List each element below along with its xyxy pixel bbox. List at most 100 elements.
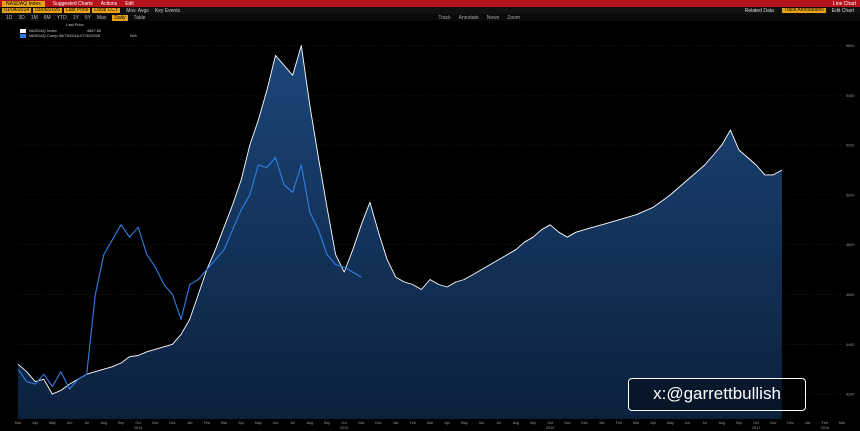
x-tick-label: Nov <box>152 421 159 425</box>
x-tick-label: Nov <box>564 421 571 425</box>
key-events-checkbox[interactable]: Key Events <box>154 7 181 14</box>
toolbar: 01/04/2014 03/06/2026 Last Price Local C… <box>0 7 860 14</box>
x-tick-label: Sep <box>736 421 742 425</box>
related-data-button[interactable]: Related Data <box>744 7 774 14</box>
x-tick-label: Feb <box>204 421 210 425</box>
start-date-field[interactable]: 01/04/2014 <box>2 7 32 13</box>
legend-series-value: 4667.80 <box>86 28 102 33</box>
range-bar: 1D 3D 1M 6M YTD 1Y 5Y Max Daily Table Track Annot… <box>0 14 860 21</box>
ticker-field[interactable]: NASDAQ Index <box>2 0 45 7</box>
legend-entry[interactable]: NASDAQ Comp 06/75/2016-07/31/2026 N/A <box>20 33 137 38</box>
x-tick-label: Sep <box>118 421 124 425</box>
y-tick-label: 5000 <box>846 193 854 197</box>
range-button-max[interactable]: Max <box>96 14 107 21</box>
y-tick-label: 5400 <box>846 94 854 98</box>
x-tick-label: Jun <box>273 421 279 425</box>
x-tick-label: Jul <box>290 421 295 425</box>
track-annotations-select[interactable]: Track Annotations <box>781 7 826 13</box>
x-tick-label: Mar <box>633 421 640 425</box>
actions-menu[interactable]: Actions <box>100 0 118 7</box>
x-tick-label: Nov <box>770 421 777 425</box>
x-year-label: 2014 <box>134 426 142 430</box>
legend-entry[interactable]: NASDAQ Index 4667.80 <box>20 28 137 33</box>
x-tick-label: Aug <box>513 421 519 425</box>
suggested-charts-menu[interactable]: Suggested Charts <box>52 0 93 7</box>
series-line-1[interactable] <box>17 156 362 390</box>
x-tick-label: Jan <box>599 421 605 425</box>
x-tick-label: Apr <box>32 421 38 425</box>
x-tick-label: May <box>667 421 674 425</box>
legend-series-name: NASDAQ Comp 06/75/2016-07/31/2026 <box>29 33 101 38</box>
title-bar: NASDAQ Index Suggested Charts Actions Ed… <box>0 0 860 7</box>
tab-news[interactable]: News <box>486 14 500 21</box>
x-tick-label: Feb <box>616 421 622 425</box>
legend-swatch <box>20 33 26 38</box>
legend: Last Price NASDAQ Index 4667.80 NASDAQ C… <box>20 22 137 38</box>
x-tick-label: Oct <box>547 421 553 425</box>
mov-avgs-checkbox[interactable]: Mov. Avgs <box>126 7 149 14</box>
range-button-1y[interactable]: 1Y <box>72 14 79 21</box>
x-tick-label: Dec <box>375 421 382 425</box>
range-button-1d[interactable]: 1D <box>6 14 13 21</box>
range-buttons: 1D 3D 1M 6M YTD 1Y 5Y Max Daily Table <box>0 14 146 21</box>
range-button-daily[interactable]: Daily <box>112 14 128 21</box>
series-line-0[interactable] <box>17 45 783 395</box>
range-button-5y[interactable]: 5Y <box>84 14 91 21</box>
tab-annotate[interactable]: Annotate <box>458 14 479 21</box>
x-tick-label: Jul <box>496 421 501 425</box>
legend-header: Last Price <box>66 22 84 27</box>
x-tick-label: Jan <box>805 421 811 425</box>
x-tick-label: Aug <box>307 421 313 425</box>
x-tick-label: Aug <box>101 421 107 425</box>
x-tick-label: Jan <box>393 421 399 425</box>
x-tick-label: Oct <box>341 421 347 425</box>
x-tick-label: Jun <box>479 421 485 425</box>
range-button-6m[interactable]: 6M <box>43 14 51 21</box>
x-tick-label: Dec <box>169 421 176 425</box>
range-button-1m[interactable]: 1M <box>30 14 38 21</box>
x-tick-label: Jul <box>702 421 707 425</box>
x-tick-label: Sep <box>324 421 330 425</box>
x-tick-label: Mar <box>221 421 228 425</box>
y-tick-label: 5600 <box>846 44 854 48</box>
legend-series-value: N/A <box>130 33 137 38</box>
y-tick-label: 4400 <box>846 343 854 347</box>
x-year-label: 2016 <box>546 426 554 430</box>
x-tick-label: Aug <box>719 421 725 425</box>
watermark: x:@garrettbullish <box>628 378 806 411</box>
y-tick-label: 5200 <box>846 144 854 148</box>
x-tick-label: Jun <box>67 421 73 425</box>
line-chart[interactable]: Mar Apr May Jun Jul Aug Sep Oct Nov Dec Jan Feb Mar A… <box>0 21 860 431</box>
range-button-3d[interactable]: 3D <box>18 14 25 21</box>
price-field-select[interactable]: Last Price <box>64 7 91 13</box>
tab-track[interactable]: Track <box>438 14 451 21</box>
end-date-field[interactable]: 03/06/2026 <box>33 7 63 13</box>
x-year-label: 2015 <box>340 426 348 430</box>
x-tick-label: Jan <box>187 421 193 425</box>
tab-zoom[interactable]: Zoom <box>507 14 520 21</box>
x-tick-label: Sep <box>530 421 536 425</box>
x-tick-label: Jul <box>84 421 89 425</box>
x-tick-label: Dec <box>787 421 794 425</box>
x-tick-label: Jun <box>685 421 691 425</box>
chart-type-label: Line Chart <box>832 0 856 7</box>
currency-select[interactable]: Local CCY <box>92 7 121 13</box>
y-tick-label: 4600 <box>846 293 854 297</box>
x-tick-label: Apr <box>238 421 244 425</box>
x-tick-label: Oct <box>135 421 141 425</box>
x-year-label: 2018 <box>821 426 829 430</box>
x-tick-label: Nov <box>358 421 365 425</box>
legend-series-name: NASDAQ Index <box>29 28 57 33</box>
x-tick-label: Apr <box>444 421 450 425</box>
y-tick-label: 4200 <box>846 393 854 397</box>
x-tick-label: Mar <box>15 421 22 425</box>
legend-swatch <box>20 28 26 33</box>
x-tick-label: Apr <box>650 421 656 425</box>
edit-chart-button[interactable]: Edit Chart <box>831 7 854 14</box>
edit-menu[interactable]: Edit <box>125 0 134 7</box>
range-button-ytd[interactable]: YTD <box>56 14 67 21</box>
x-tick-label: Dec <box>581 421 588 425</box>
y-tick-label: 4800 <box>846 243 854 247</box>
range-button-table[interactable]: Table <box>133 14 146 21</box>
x-year-label: 2017 <box>752 426 760 430</box>
